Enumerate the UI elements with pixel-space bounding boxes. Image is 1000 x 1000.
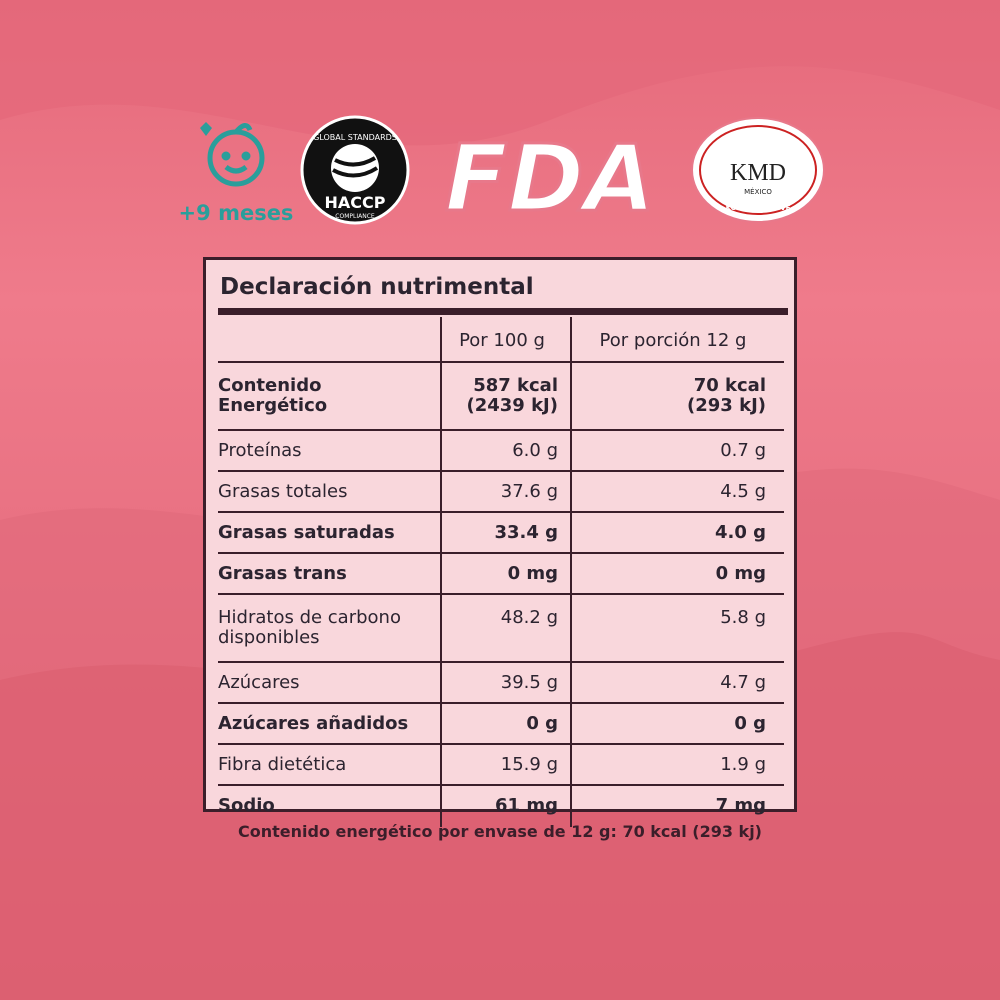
per100-value: 6.0 g — [512, 439, 558, 461]
row-line — [218, 552, 784, 554]
row-label: Grasas totales — [218, 480, 348, 502]
header-cell: Por porción 12 g — [599, 330, 747, 351]
row-line — [218, 661, 784, 663]
row-line — [218, 470, 784, 472]
portion-value: 4.5 g — [720, 480, 766, 502]
haccp-logo: GLOBAL STANDARDS HACCP COMPLIANCE — [300, 115, 410, 225]
portion-value: 70 kcal — [693, 375, 766, 396]
per100-value: 61 mg — [495, 794, 558, 816]
kmd-country: MÉXICO — [744, 187, 772, 196]
per100-value: 48.2 g — [500, 607, 558, 628]
row-line — [218, 361, 784, 363]
row-label: Contenido — [218, 375, 322, 396]
kmd-bottom: KOSHER PAREVE — [726, 204, 791, 212]
row-label: Hidratos de carbono — [218, 607, 401, 628]
row-label: Grasas saturadas — [218, 521, 395, 543]
per100-value: 33.4 g — [494, 521, 558, 543]
portion-value: 7 mg — [715, 794, 766, 816]
kmd-text: KMD — [730, 160, 786, 186]
row-line — [218, 743, 784, 745]
row-label: Energético — [218, 395, 328, 416]
footnote: Contenido energético por envase de 12 g:… — [238, 822, 762, 841]
row-label: Azúcares añadidos — [218, 712, 409, 734]
column-line — [440, 317, 442, 827]
per100-value: 15.9 g — [500, 753, 558, 775]
portion-value: 0 g — [734, 712, 766, 734]
per100-value: 587 kcal — [473, 375, 558, 396]
row-label: Grasas trans — [218, 562, 347, 584]
per100-value: 0 g — [526, 712, 558, 734]
baby-icon — [200, 122, 265, 187]
row-label: Sodio — [218, 794, 275, 816]
row-label: disponibles — [218, 627, 320, 648]
row-line — [218, 429, 784, 431]
per100-value: (2439 kJ) — [466, 395, 559, 416]
row-label: Proteínas — [218, 439, 302, 461]
portion-value: 4.0 g — [714, 521, 766, 543]
per100-value: 37.6 g — [500, 480, 558, 502]
header-cell: Por 100 g — [459, 330, 545, 351]
portion-value: 1.9 g — [720, 753, 766, 775]
portion-value: 4.7 g — [720, 671, 766, 693]
age-label: +9 meses — [179, 201, 294, 225]
column-line — [570, 317, 572, 827]
haccp-top: GLOBAL STANDARDS — [313, 133, 397, 142]
certification-logos: +9 meses GLOBAL STANDARDS HACCP COMPLIAN… — [179, 115, 825, 230]
row-line — [218, 702, 784, 704]
row-label: Azúcares — [218, 671, 300, 693]
portion-value: 0.7 g — [720, 439, 766, 461]
row-line — [218, 511, 784, 513]
row-label: Fibra dietética — [218, 753, 347, 775]
haccp-bottom: COMPLIANCE — [335, 213, 375, 220]
nutrition-table: Declaración nutrimental Por 100 g Por por… — [203, 257, 797, 827]
kmd-logo: KMD MÉXICO KOSHER PAREVE — [691, 117, 825, 223]
per100-value: 0 mg — [507, 562, 558, 584]
per100-value: 39.5 g — [500, 671, 558, 693]
row-line — [218, 593, 784, 595]
haccp-main: HACCP — [325, 193, 386, 212]
table-title: Declaración nutrimental — [220, 274, 534, 300]
title-bar — [218, 308, 788, 315]
portion-value: 0 mg — [715, 562, 766, 584]
row-line — [218, 784, 784, 786]
portion-value: 5.8 g — [720, 607, 766, 628]
fda-logo: FDA — [445, 125, 655, 230]
portion-value: (293 kJ) — [687, 395, 766, 416]
